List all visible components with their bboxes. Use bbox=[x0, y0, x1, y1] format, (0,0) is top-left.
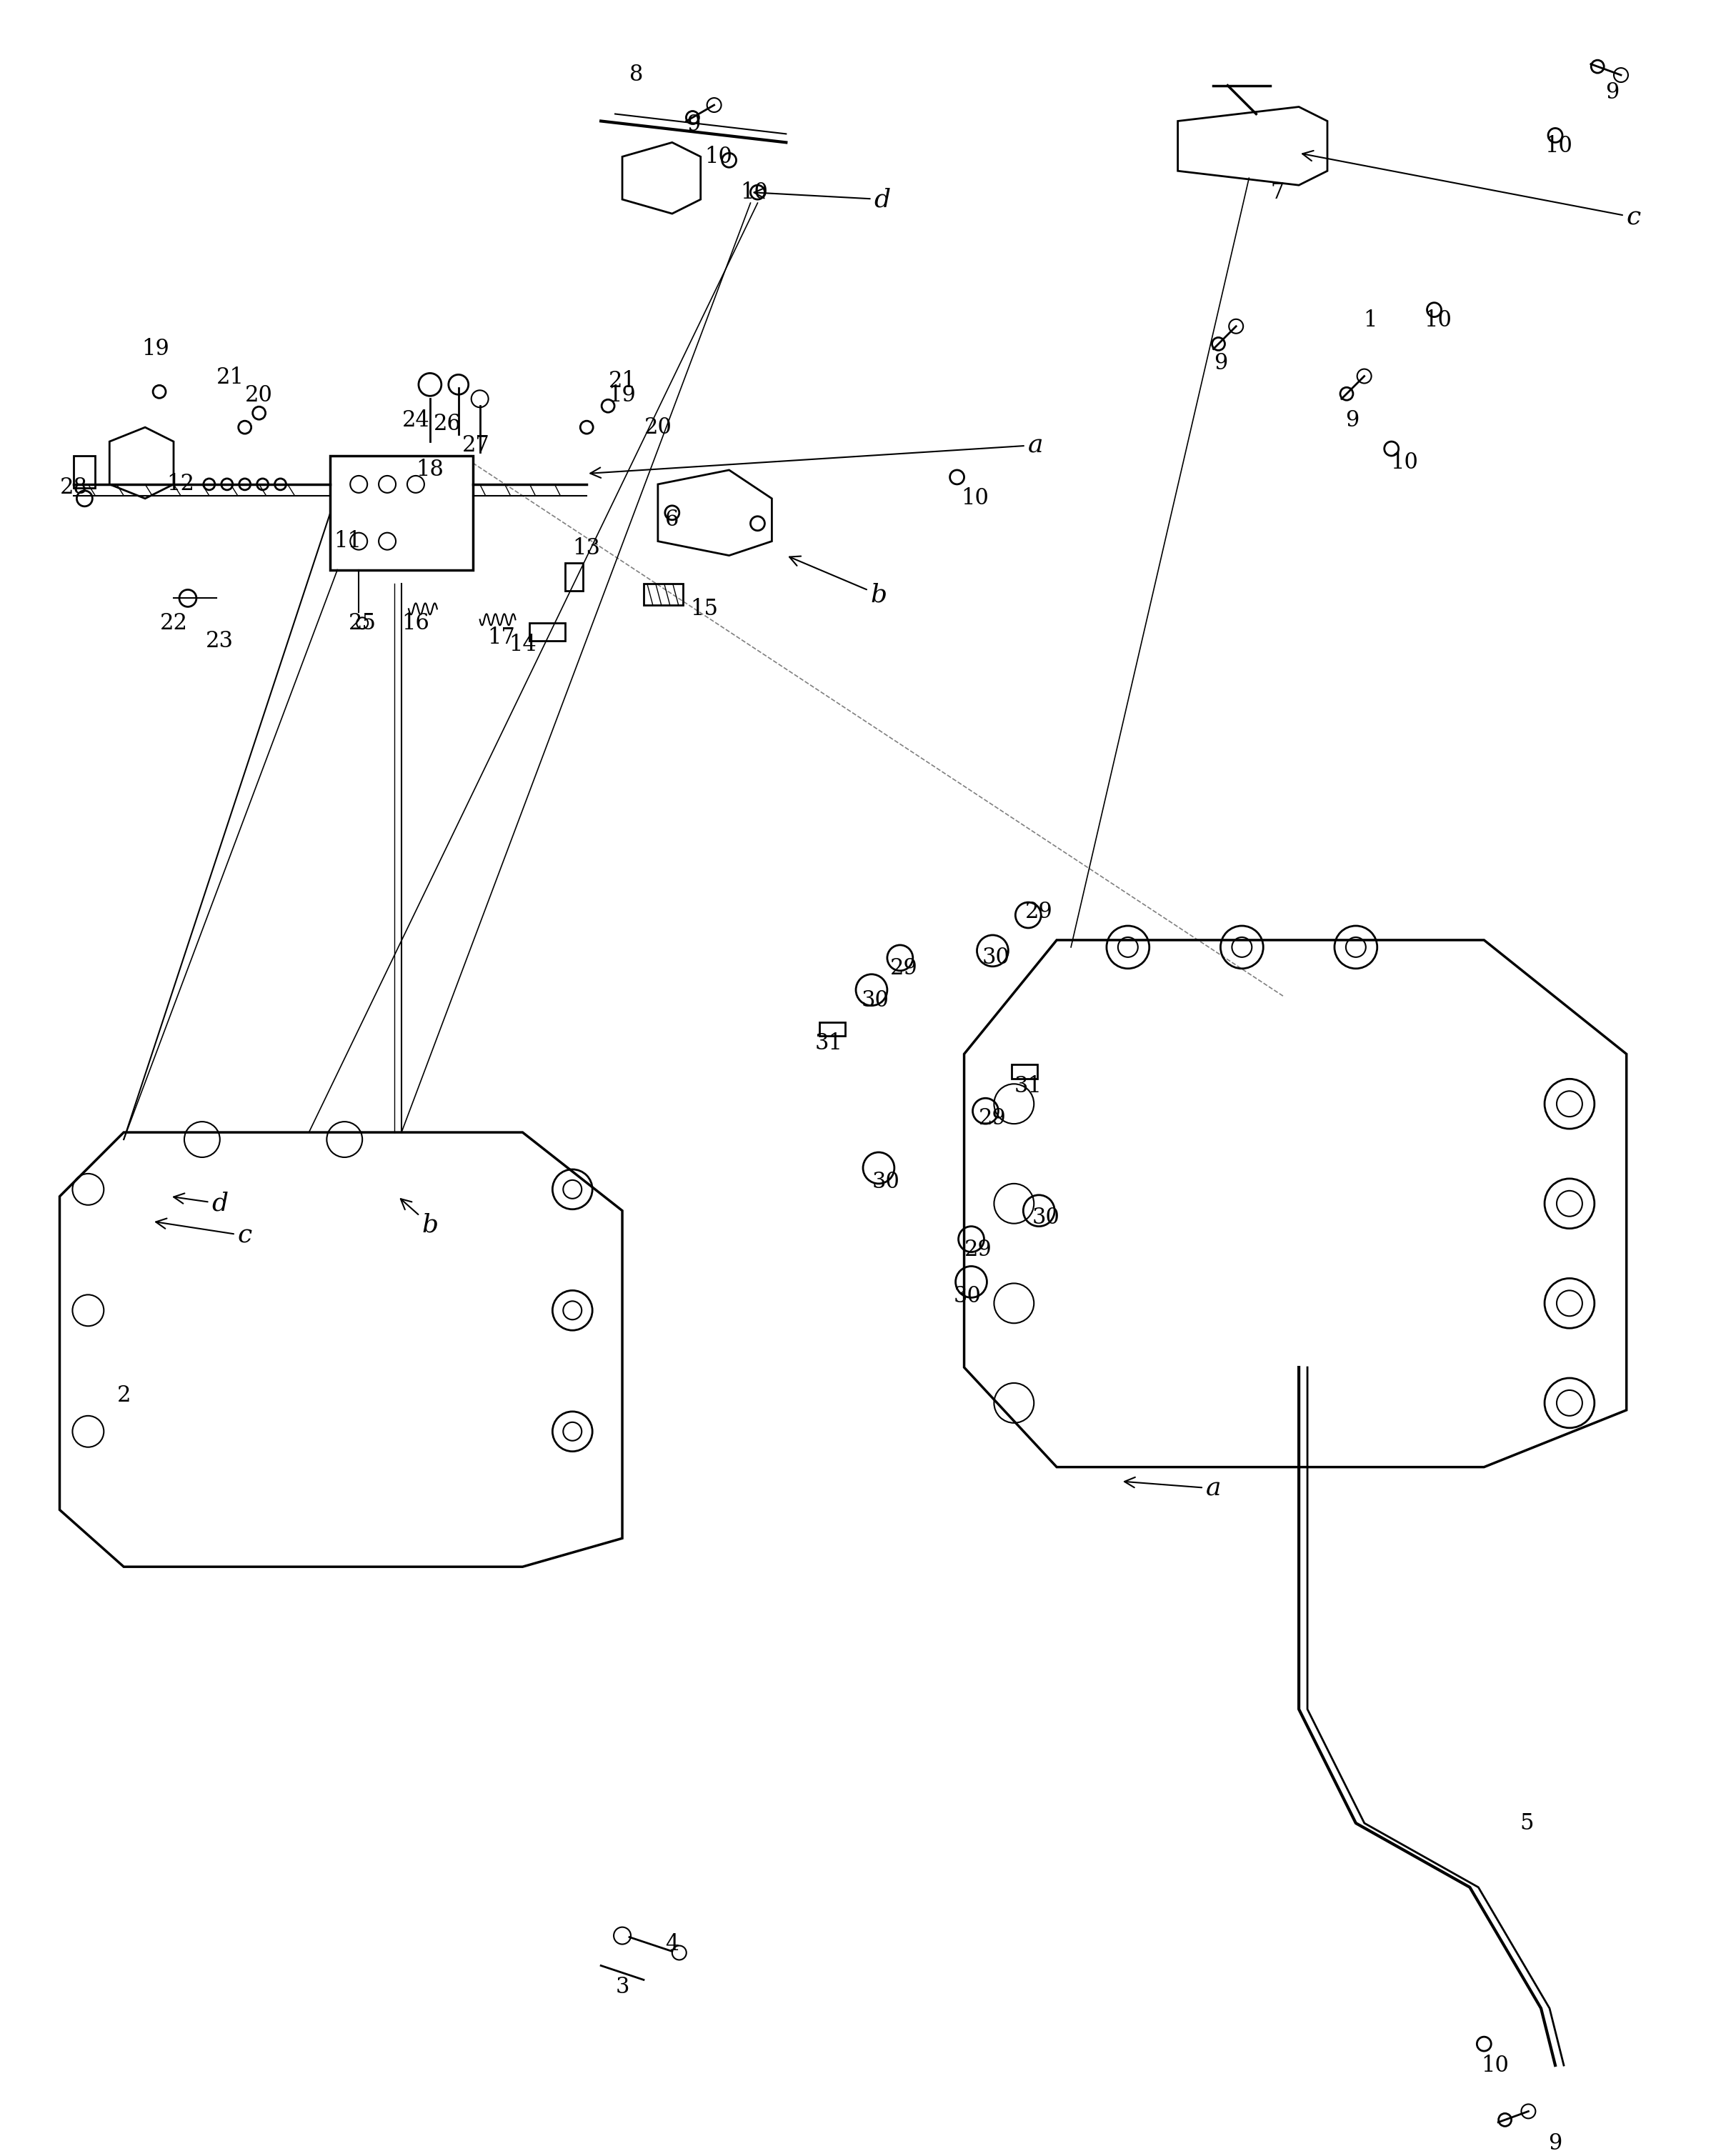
Text: 14: 14 bbox=[509, 634, 537, 655]
Text: 10: 10 bbox=[1424, 310, 1452, 332]
Text: 9: 9 bbox=[1213, 351, 1227, 375]
Text: 30: 30 bbox=[1032, 1207, 1060, 1229]
Text: 10: 10 bbox=[740, 181, 768, 203]
Text: 15: 15 bbox=[690, 597, 718, 621]
Text: 19: 19 bbox=[609, 384, 637, 405]
Text: 30: 30 bbox=[954, 1285, 982, 1307]
Text: 9: 9 bbox=[687, 114, 701, 136]
Text: 25: 25 bbox=[349, 612, 376, 634]
Bar bbox=[74, 455, 95, 487]
Text: 29: 29 bbox=[979, 1106, 1006, 1130]
Text: 4: 4 bbox=[665, 1934, 678, 1955]
Text: 5: 5 bbox=[1521, 1811, 1534, 1835]
Text: 10: 10 bbox=[1481, 2055, 1509, 2076]
Text: 9: 9 bbox=[1345, 410, 1358, 431]
Text: 28: 28 bbox=[60, 476, 88, 498]
Text: 31: 31 bbox=[1015, 1076, 1043, 1097]
Text: a: a bbox=[1124, 1477, 1220, 1501]
Text: 10: 10 bbox=[704, 147, 732, 168]
Text: 29: 29 bbox=[1025, 901, 1053, 923]
Text: 2: 2 bbox=[117, 1384, 131, 1408]
Text: 9: 9 bbox=[1605, 82, 1619, 103]
Text: c: c bbox=[1303, 151, 1641, 229]
Text: 13: 13 bbox=[573, 537, 601, 558]
Text: 23: 23 bbox=[205, 630, 233, 651]
Text: 31: 31 bbox=[815, 1033, 842, 1054]
Text: 10: 10 bbox=[1545, 136, 1572, 157]
Text: 6: 6 bbox=[665, 509, 678, 530]
Bar bbox=[820, 1022, 846, 1037]
Bar bbox=[530, 623, 566, 640]
Text: 30: 30 bbox=[861, 990, 889, 1011]
Text: 9: 9 bbox=[1548, 2132, 1562, 2154]
Text: b: b bbox=[789, 556, 887, 606]
Text: 21: 21 bbox=[217, 367, 245, 388]
Text: 8: 8 bbox=[630, 65, 644, 86]
Text: 21: 21 bbox=[608, 371, 637, 392]
Text: 20: 20 bbox=[644, 416, 671, 438]
Text: 24: 24 bbox=[402, 410, 430, 431]
Text: 12: 12 bbox=[167, 472, 195, 496]
Text: 11: 11 bbox=[335, 530, 362, 552]
Bar bbox=[644, 584, 683, 606]
Text: 26: 26 bbox=[433, 412, 461, 436]
Text: 1: 1 bbox=[1364, 310, 1377, 332]
Text: b: b bbox=[400, 1199, 438, 1238]
Bar bbox=[1011, 1065, 1037, 1078]
Text: a: a bbox=[590, 433, 1043, 479]
Text: 29: 29 bbox=[965, 1240, 992, 1261]
Text: d: d bbox=[754, 188, 891, 211]
Text: 18: 18 bbox=[416, 459, 444, 481]
Text: 20: 20 bbox=[245, 384, 273, 405]
Text: 10: 10 bbox=[1391, 453, 1419, 474]
Text: 10: 10 bbox=[961, 487, 989, 509]
Bar bbox=[330, 455, 473, 569]
Text: d: d bbox=[174, 1192, 228, 1216]
Text: 16: 16 bbox=[402, 612, 430, 634]
Text: c: c bbox=[155, 1218, 252, 1248]
Text: 30: 30 bbox=[872, 1171, 899, 1192]
Text: 3: 3 bbox=[614, 1975, 630, 1999]
Text: 22: 22 bbox=[161, 612, 188, 634]
Text: 29: 29 bbox=[891, 957, 918, 979]
Bar bbox=[566, 563, 583, 591]
Text: 17: 17 bbox=[487, 627, 514, 649]
Text: 19: 19 bbox=[142, 338, 169, 360]
Text: 30: 30 bbox=[982, 946, 1010, 968]
Text: 27: 27 bbox=[463, 433, 490, 457]
Text: 7: 7 bbox=[1270, 181, 1284, 203]
